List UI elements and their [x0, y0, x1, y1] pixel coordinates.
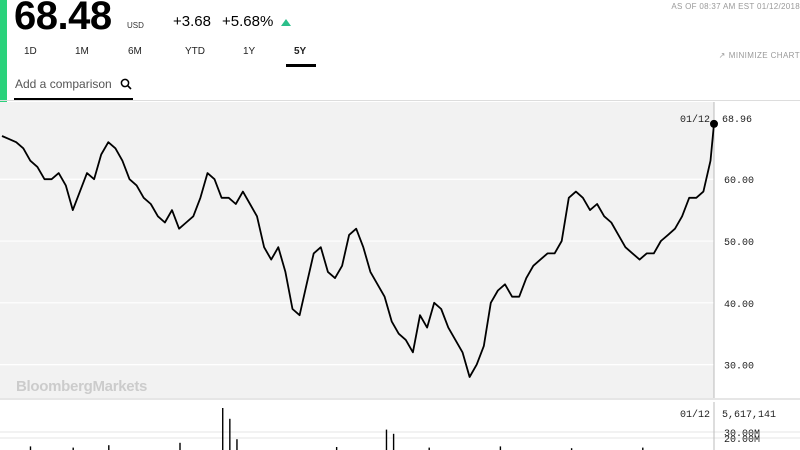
y-tick-label: 40.00 [724, 300, 754, 311]
y-tick-label: 30.00 [724, 362, 754, 373]
last-price-label: 68.96 [722, 115, 752, 126]
volume-date-label: 01/12 [680, 409, 710, 421]
price-axis-ticks: 60.00 50.00 40.00 30.00 [724, 176, 754, 372]
volume-tick-label: 20.00M [724, 435, 760, 446]
bloomberg-watermark: BloombergMarkets [16, 378, 147, 395]
volume-bars [29, 408, 644, 450]
tab-1m[interactable]: 1M [75, 46, 89, 57]
last-date-label: 01/12 [680, 114, 710, 126]
minimize-chart-button[interactable]: ↗ MINIMIZE CHART [719, 51, 800, 60]
accent-bar [0, 0, 7, 160]
minimize-icon: ↗ [718, 51, 726, 60]
up-arrow-icon [281, 19, 291, 26]
as-of-timestamp: AS OF 08:37 AM EST 01/12/2018 [671, 2, 800, 11]
tab-1d[interactable]: 1D [24, 46, 37, 57]
volume-plot-area [0, 402, 714, 450]
price-gridlines [0, 178, 800, 366]
change-value: +3.68 [173, 13, 211, 30]
currency-label: USD [127, 21, 144, 30]
y-tick-label: 60.00 [724, 176, 754, 187]
volume-tick-label: 30.00M [724, 429, 760, 440]
comparison-search [14, 74, 133, 100]
price-value: 68.48 [14, 0, 112, 38]
change-percent: +5.68% [222, 13, 274, 30]
price-line [1, 123, 715, 378]
volume-gridlines [0, 431, 800, 439]
tab-ytd[interactable]: YTD [185, 46, 205, 57]
chart-plot-area [0, 102, 714, 398]
header-divider [0, 100, 800, 101]
tab-6m[interactable]: 6M [128, 46, 142, 57]
tab-5y[interactable]: 5Y [294, 46, 307, 57]
comparison-input[interactable] [15, 75, 113, 93]
last-price-marker[interactable] [710, 119, 718, 128]
search-icon[interactable] [120, 78, 132, 90]
active-tab-indicator [286, 64, 316, 67]
minimize-chart-label: MINIMIZE CHART [728, 51, 800, 60]
volume-value-label: 5,617,141 [722, 410, 776, 421]
y-tick-label: 50.00 [724, 238, 754, 249]
tab-1y[interactable]: 1Y [243, 46, 256, 57]
